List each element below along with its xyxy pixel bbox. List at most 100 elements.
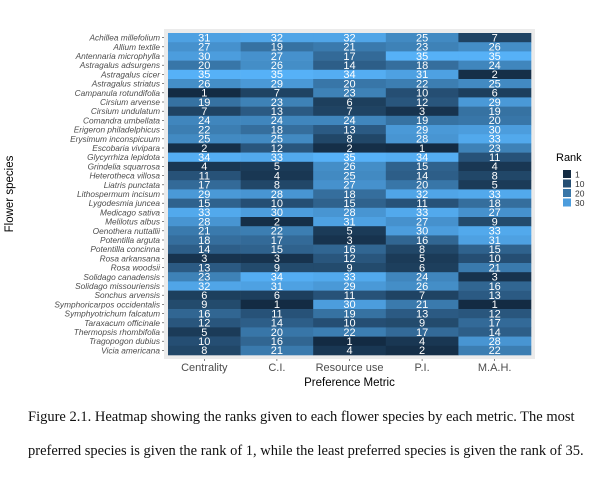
cell-label: 18 [489, 198, 501, 210]
heatmap-cell [313, 327, 387, 337]
y-tick-label: Erysimum inconspicuum [70, 134, 160, 144]
heatmap-cell [168, 88, 241, 98]
heatmap-cell [385, 189, 459, 199]
heatmap-cell [168, 207, 241, 218]
y-tick-label: Solidago missouriensis [75, 281, 160, 291]
cell-label: 8 [201, 345, 207, 357]
cell-label: 27 [416, 216, 428, 228]
heatmap-cell [313, 217, 387, 227]
heatmap-cell [313, 207, 387, 218]
cell-label: 2 [419, 345, 425, 357]
cell-label: 1 [346, 336, 352, 348]
heatmap-cell [168, 171, 241, 181]
y-tick-label: Vicia americana [101, 345, 160, 355]
heatmap-cell [168, 198, 241, 209]
heatmap-cell [313, 171, 387, 181]
cell-label: 17 [271, 235, 283, 247]
cell-label: 2 [274, 216, 280, 228]
heatmap-cell [313, 299, 387, 310]
heatmap-cell [458, 60, 532, 71]
cell-label: 30 [271, 207, 283, 219]
cell-label: 3 [346, 235, 352, 247]
cell-label: 23 [343, 88, 355, 100]
cell-label: 18 [416, 60, 428, 72]
cell-label: 3 [201, 253, 207, 265]
cell-label: 4 [201, 161, 207, 173]
heatmap-cell [385, 272, 459, 282]
heatmap-cell [313, 226, 387, 236]
heatmap-cell [313, 253, 387, 264]
cell-label: 6 [274, 290, 280, 302]
cell-label: 31 [271, 281, 283, 293]
cell-label: 23 [416, 42, 428, 54]
heatmap-cell [313, 60, 387, 71]
y-axis-title: Flower species [4, 155, 16, 232]
cell-label: 6 [201, 290, 207, 302]
y-tick-label: Rosa woodsii [111, 263, 162, 273]
heatmap-cell [240, 290, 314, 301]
heatmap-cell [385, 318, 459, 328]
heatmap-cell [240, 263, 314, 273]
heatmap-cell [168, 290, 241, 301]
cell-label: 3 [419, 106, 425, 118]
heatmap-cell [458, 42, 532, 52]
heatmap-cell [313, 290, 387, 301]
cell-label: 2 [201, 143, 207, 155]
heatmap-cell [240, 134, 314, 144]
heatmap-cell [240, 309, 314, 319]
cell-label: 24 [271, 115, 283, 127]
heatmap-cell [240, 79, 314, 89]
cell-label: 18 [343, 189, 355, 201]
y-tick-label: Astragalus striatus [91, 79, 160, 89]
legend-label: 1 [575, 170, 580, 180]
y-tick-label: Antennaria microphylla [75, 51, 161, 61]
cell-label: 22 [198, 124, 210, 136]
heatmap-cell [458, 235, 532, 245]
heatmap-cell [168, 253, 241, 264]
cell-label: 20 [343, 78, 355, 90]
cell-label: 7 [492, 32, 498, 44]
cell-label: 4 [419, 336, 425, 348]
heatmap-cell [458, 318, 532, 328]
cell-label: 29 [416, 124, 428, 136]
cell-label: 31 [198, 32, 210, 44]
y-tick-label: Thermopsis rhombifolia [74, 327, 161, 337]
heatmap-cell [313, 69, 387, 80]
y-tick-label: Melilotus albus [105, 217, 160, 227]
cell-label: 13 [271, 106, 283, 118]
cell-label: 20 [198, 60, 210, 72]
cell-label: 21 [343, 42, 355, 54]
heatmap-cell [458, 115, 532, 126]
heatmap-cell [385, 69, 459, 80]
heatmap-cell [385, 263, 459, 273]
y-tick-label: Allium textile [112, 42, 160, 52]
heatmap-cell [458, 88, 532, 98]
heatmap-cell [240, 299, 314, 310]
heatmap-cell [240, 60, 314, 71]
heatmap-cell [240, 272, 314, 282]
heatmap-cell [458, 327, 532, 337]
cell-label: 22 [416, 78, 428, 90]
cell-label: 25 [489, 78, 501, 90]
cell-label: 29 [489, 97, 501, 109]
heatmap-cell [313, 180, 387, 190]
heatmap-cell [313, 33, 387, 43]
heatmap-cell [168, 125, 241, 135]
heatmap-cell [240, 226, 314, 236]
y-tick-label: Medicago sativa [100, 207, 160, 217]
cell-label: 16 [198, 308, 210, 320]
heatmap-cell [240, 235, 314, 245]
cell-label: 13 [489, 290, 501, 302]
cell-label: 10 [416, 88, 428, 100]
cell-label: 32 [416, 189, 428, 201]
cell-label: 6 [346, 97, 352, 109]
cell-label: 28 [343, 207, 355, 219]
cell-label: 1 [201, 88, 207, 100]
cell-label: 5 [201, 327, 207, 339]
heatmap-cell [458, 69, 532, 80]
heatmap-cell [385, 125, 459, 135]
heatmap-cell [313, 263, 387, 273]
heatmap-cell [313, 235, 387, 245]
heatmap-cell [385, 281, 459, 291]
y-tick-label: Potentilla concinna [90, 244, 160, 254]
